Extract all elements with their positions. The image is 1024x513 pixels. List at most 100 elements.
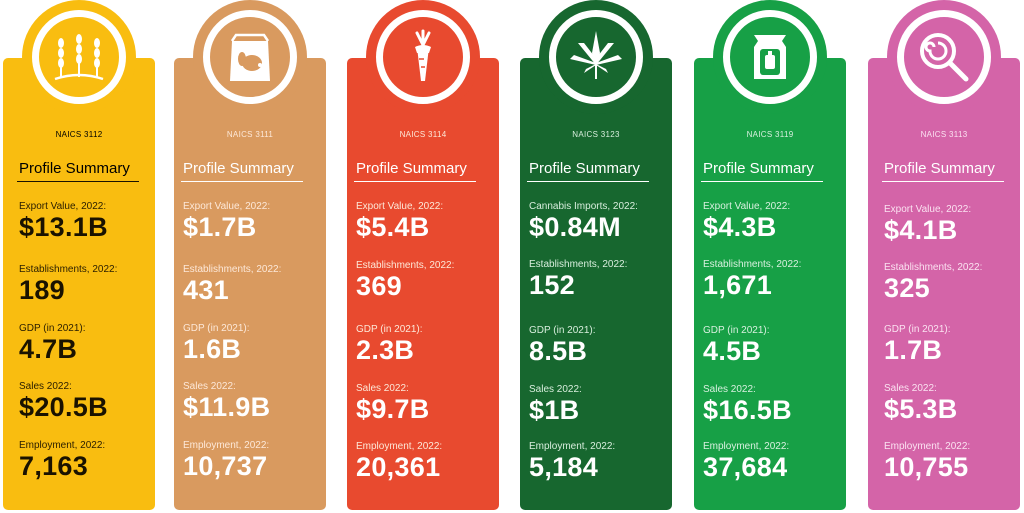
metric-label: Sales 2022:	[884, 383, 937, 394]
metric-value: 20,361	[356, 452, 441, 482]
heading-divider	[882, 181, 1004, 182]
metric-label: Sales 2022:	[703, 384, 756, 395]
metric-label: Establishments, 2022:	[183, 264, 282, 275]
metric-label: Employment, 2022:	[529, 441, 616, 452]
metric-export: Export Value, 2022: $4.3B	[703, 201, 837, 242]
metric-value: $20.5B	[19, 392, 108, 422]
metric-value: 325	[884, 273, 930, 303]
metric-gdp: GDP (in 2021): 2.3B	[356, 324, 490, 365]
metric-establishments: Establishments, 2022: 431	[183, 264, 317, 305]
metric-value: $11.9B	[183, 392, 271, 422]
wheat-icon	[54, 34, 104, 81]
naics-code: NAICS 3111	[226, 130, 274, 139]
profile-summary-heading: Profile Summary	[529, 160, 640, 177]
metric-value: 8.5B	[529, 336, 588, 366]
profile-summary-heading: Profile Summary	[19, 160, 130, 177]
badge-circle	[539, 0, 653, 114]
metric-value: $1.7B	[183, 212, 257, 242]
badge-circle	[887, 0, 1001, 114]
metric-value: 1.7B	[884, 335, 943, 365]
icon-ring	[549, 10, 643, 104]
metric-label: Export Value, 2022:	[356, 201, 444, 212]
cannabis-leaf-icon	[570, 31, 622, 79]
profile-card-3111	[174, 58, 326, 510]
metric-establishments: Establishments, 2022: 369	[356, 260, 490, 301]
metric-label: GDP (in 2021):	[19, 323, 86, 334]
icon-ring	[897, 10, 991, 104]
badge-circle	[713, 0, 827, 114]
metric-label: Employment, 2022:	[703, 441, 790, 452]
metric-label: Employment, 2022:	[19, 440, 106, 451]
metric-value: 1,671	[703, 270, 773, 300]
heading-divider	[17, 181, 139, 182]
metric-value: $9.7B	[356, 394, 430, 424]
heading-divider	[701, 181, 823, 182]
metric-establishments: Establishments, 2022: 189	[19, 264, 153, 305]
metric-label: GDP (in 2021):	[703, 325, 770, 336]
naics-code: NAICS 3114	[399, 130, 447, 139]
metric-sales: Sales 2022: $11.9B	[183, 381, 317, 422]
snack-bag-icon	[754, 35, 786, 79]
metric-label: GDP (in 2021):	[884, 324, 951, 335]
metric-employment: Employment, 2022: 20,361	[356, 441, 490, 482]
metric-sales: Sales 2022: $16.5B	[703, 384, 837, 425]
metric-label: Establishments, 2022:	[356, 260, 455, 271]
icon-ring	[376, 10, 470, 104]
metric-label: Export Value, 2022:	[884, 204, 972, 215]
metric-sales: Sales 2022: $20.5B	[19, 381, 153, 422]
metric-sales: Sales 2022: $1B	[529, 384, 663, 425]
metric-label: Export Value, 2022:	[183, 201, 271, 212]
profile-card-3114	[347, 58, 499, 510]
metric-label: Employment, 2022:	[356, 441, 443, 452]
metric-label: Establishments, 2022:	[529, 259, 628, 270]
profile-summary-heading: Profile Summary	[183, 160, 294, 177]
metric-sales: Sales 2022: $9.7B	[356, 383, 490, 424]
metric-value: 37,684	[703, 452, 788, 482]
metric-value: 5,184	[529, 452, 599, 482]
profile-summary-heading: Profile Summary	[703, 160, 814, 177]
icon-ring	[723, 10, 817, 104]
metric-label: Cannabis Imports, 2022:	[529, 201, 638, 212]
metric-employment: Employment, 2022: 7,163	[19, 440, 153, 481]
metric-value: $0.84M	[529, 212, 621, 242]
metric-value: 4.7B	[19, 334, 78, 364]
metric-sales: Sales 2022: $5.3B	[884, 383, 1018, 424]
metric-label: Export Value, 2022:	[19, 201, 107, 212]
metric-label: Establishments, 2022:	[703, 259, 802, 270]
metric-establishments: Establishments, 2022: 1,671	[703, 259, 837, 300]
metric-value: 7,163	[19, 451, 89, 481]
profile-card-3119	[694, 58, 846, 510]
metric-value: $16.5B	[703, 395, 792, 425]
metric-label: Sales 2022:	[183, 381, 236, 392]
metric-value: 10,755	[884, 452, 969, 482]
carrot-icon	[415, 29, 431, 81]
metric-value: $1B	[529, 395, 580, 425]
metric-label: Employment, 2022:	[884, 441, 971, 452]
metric-value: 189	[19, 275, 65, 305]
icon-ring	[32, 10, 126, 104]
metric-value: 369	[356, 271, 402, 301]
metric-label: GDP (in 2021):	[356, 324, 423, 335]
metric-establishments: Establishments, 2022: 152	[529, 259, 663, 300]
metric-value: 1.6B	[183, 334, 242, 364]
metric-value: 4.5B	[703, 336, 762, 366]
badge-circle	[193, 0, 307, 114]
metric-gdp: GDP (in 2021): 1.6B	[183, 323, 317, 364]
profile-summary-heading: Profile Summary	[356, 160, 467, 177]
metric-employment: Employment, 2022: 10,755	[884, 441, 1018, 482]
naics-code: NAICS 3119	[746, 130, 794, 139]
badge-circle	[22, 0, 136, 114]
metric-value: 152	[529, 270, 575, 300]
metric-export: Export Value, 2022: $4.1B	[884, 204, 1018, 245]
metric-label: Sales 2022:	[356, 383, 409, 394]
profile-card-3123	[520, 58, 672, 510]
metric-gdp: GDP (in 2021): 4.7B	[19, 323, 153, 364]
metric-value: $5.3B	[884, 394, 958, 424]
metric-employment: Employment, 2022: 5,184	[529, 441, 663, 482]
metric-label: Sales 2022:	[19, 381, 72, 392]
metric-label: Sales 2022:	[529, 384, 582, 395]
icon-ring	[203, 10, 297, 104]
metric-label: GDP (in 2021):	[529, 325, 596, 336]
metric-value: $5.4B	[356, 212, 430, 242]
metric-gdp: GDP (in 2021): 8.5B	[529, 325, 663, 366]
